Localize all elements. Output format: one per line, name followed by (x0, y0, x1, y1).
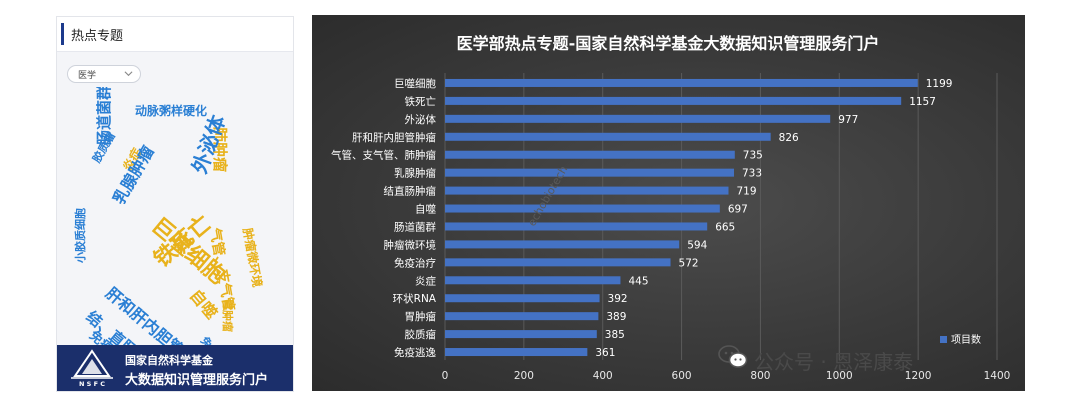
cloud-word[interactable]: 动脉粥样硬化 (135, 104, 208, 118)
bar-value-label: 719 (736, 186, 756, 198)
bar-value-label: 594 (687, 239, 707, 251)
bar (445, 258, 671, 267)
x-tick-label: 200 (514, 370, 534, 382)
title-accent-bar (61, 23, 64, 45)
discipline-select-value: 医学 (78, 71, 97, 81)
y-category-label: 自噬 (415, 203, 436, 216)
x-tick-label: 1400 (984, 370, 1011, 382)
brand-footer: N S F C 国家自然科学基金 大数据知识管理服务门户 (57, 345, 293, 391)
y-category-label: 胶质瘤 (405, 328, 437, 341)
x-tick-label: 1200 (905, 370, 932, 382)
legend-swatch (940, 336, 947, 343)
x-tick-label: 400 (593, 370, 613, 382)
y-category-label: 胃肿瘤 (405, 310, 437, 323)
bar-value-label: 665 (715, 221, 735, 233)
bar-value-label: 977 (838, 114, 858, 126)
bar (445, 150, 735, 159)
cloud-word[interactable]: 乳腺肿瘤 (109, 142, 158, 208)
bar-value-label: 392 (608, 293, 628, 305)
logo-text: N S F C (79, 380, 105, 388)
bar (445, 222, 708, 231)
y-category-label: 炎症 (415, 274, 436, 287)
x-tick-label: 1000 (826, 370, 853, 382)
chevron-down-icon (124, 71, 133, 77)
y-category-label: 环状RNA (393, 292, 437, 305)
cloud-word[interactable]: 小胶质细胞 (74, 208, 87, 263)
y-category-label: 气管、支气管、肺肿瘤 (331, 149, 436, 162)
bar-value-label: 445 (628, 275, 648, 287)
chart-legend: 项目数 (940, 333, 981, 346)
x-tick-label: 600 (672, 370, 692, 382)
panel-title: 热点专题 (71, 29, 124, 44)
y-category-label: 乳腺肿瘤 (394, 167, 436, 180)
y-category-label: 免疫逃逸 (394, 346, 436, 359)
discipline-select[interactable]: 医学 (67, 65, 141, 83)
bar (445, 330, 597, 339)
y-category-label: 肠道菌群 (394, 220, 436, 233)
y-category-label: 巨噬细胞 (394, 77, 436, 90)
bar (445, 78, 918, 87)
bar-value-label: 697 (728, 204, 748, 216)
bar-value-label: 735 (743, 150, 763, 162)
panel-header: 热点专题 (57, 17, 293, 52)
legend-label: 项目数 (951, 333, 981, 346)
chart-panel: 0 200 400 600 800 1000 1200 1400 巨噬细胞 1199 铁死亡 1157… (312, 15, 1025, 391)
bar-value-label: 389 (606, 311, 626, 323)
wechat-icon (718, 345, 748, 368)
chart-title: 医学部热点专题-国家自然科学基金大数据知识管理服务门户 (457, 34, 880, 53)
bar (445, 276, 621, 285)
bar (445, 312, 599, 321)
word-cloud: 动脉粥样硬化 肠道菌群 肺肿瘤 胶质瘤 炎症 外泌体 乳腺肿瘤 巨噬细胞 气管、支气管、 肿瘤微环… (57, 87, 293, 349)
bar-chart: 0 200 400 600 800 1000 1200 1400 巨噬细胞 1199 铁死亡 1157… (331, 34, 1011, 382)
bar-value-label: 1157 (909, 96, 936, 108)
bar-value-label: 385 (605, 329, 625, 341)
cloud-word[interactable]: 肿瘤微环境 (240, 226, 265, 289)
nsfc-logo-icon: N S F C (71, 349, 113, 388)
y-category-label: 肝和肝内胆管肿瘤 (352, 131, 436, 144)
bar (445, 186, 729, 195)
y-category-label: 免疫治疗 (394, 256, 436, 269)
y-category-label: 铁死亡 (405, 95, 437, 108)
cloud-word[interactable]: 自噬 (185, 285, 222, 323)
bar-value-label: 1199 (926, 78, 953, 90)
hot-topics-panel: 热点专题 医学 动脉粥样硬化 肠道菌群 肺肿瘤 胶质瘤 炎症 外泌体 乳腺肿瘤 巨噬细胞 气管、… (56, 16, 294, 392)
bar-value-label: 361 (595, 347, 615, 359)
bar (445, 132, 771, 141)
brand-line-1: 国家自然科学基金 (125, 354, 213, 367)
bar (445, 348, 588, 357)
brand-line-2: 大数据知识管理服务门户 (125, 373, 269, 388)
watermark-text: 公众号 · 恩泽康泰 (754, 350, 914, 374)
bar (445, 204, 720, 213)
bar-value-label: 572 (679, 257, 699, 269)
x-tick-label: 800 (750, 370, 770, 382)
bar-value-label: 733 (742, 168, 762, 180)
bar-value-label: 826 (779, 132, 799, 144)
bar (445, 168, 735, 177)
y-category-label: 肿瘤微环境 (384, 238, 437, 251)
bar (445, 240, 680, 249)
y-category-label: 外泌体 (405, 113, 437, 126)
bar (445, 294, 600, 303)
y-category-label: 结直肠肿瘤 (384, 185, 437, 198)
x-tick-label: 0 (442, 370, 449, 382)
bar (445, 96, 902, 105)
bar (445, 114, 831, 123)
cloud-word[interactable]: 胃肿瘤 (221, 299, 234, 332)
